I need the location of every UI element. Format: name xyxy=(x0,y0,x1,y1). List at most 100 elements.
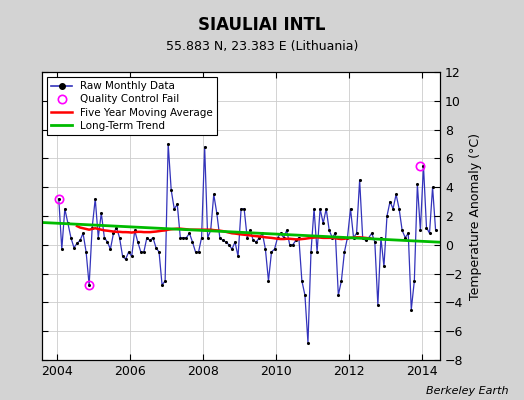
Point xyxy=(380,263,388,270)
Legend: Raw Monthly Data, Quality Control Fail, Five Year Moving Average, Long-Term Tren: Raw Monthly Data, Quality Control Fail, … xyxy=(47,77,217,135)
Point xyxy=(213,210,221,216)
Point xyxy=(249,237,257,244)
Point xyxy=(343,234,352,241)
Point xyxy=(337,278,346,284)
Point xyxy=(115,234,124,241)
Point xyxy=(188,239,196,245)
Point xyxy=(94,234,103,241)
Point xyxy=(350,234,358,241)
Point xyxy=(182,234,191,241)
Point xyxy=(100,234,108,241)
Point xyxy=(134,239,142,245)
Point xyxy=(185,230,194,236)
Point xyxy=(118,253,127,260)
Point xyxy=(152,244,160,251)
Point xyxy=(88,224,96,231)
Point xyxy=(243,234,252,241)
Point xyxy=(429,184,437,190)
Point xyxy=(313,249,321,255)
Point xyxy=(419,162,428,169)
Point xyxy=(252,239,260,245)
Point xyxy=(76,237,84,244)
Point xyxy=(270,246,279,252)
Text: 55.883 N, 23.383 E (Lithuania): 55.883 N, 23.383 E (Lithuania) xyxy=(166,40,358,53)
Point xyxy=(97,210,105,216)
Point xyxy=(237,206,245,212)
Point xyxy=(258,230,267,236)
Point xyxy=(298,278,306,284)
Point xyxy=(255,234,264,241)
Point xyxy=(304,340,312,346)
Point xyxy=(292,237,300,244)
Point xyxy=(267,249,276,255)
Point xyxy=(206,227,215,234)
Point xyxy=(73,240,81,246)
Point xyxy=(401,234,409,241)
Point xyxy=(352,230,361,236)
Point xyxy=(194,249,203,255)
Point xyxy=(331,230,340,236)
Point xyxy=(130,227,139,234)
Point xyxy=(358,234,367,241)
Point xyxy=(179,234,188,241)
Point xyxy=(307,249,315,255)
Point xyxy=(67,234,75,241)
Point xyxy=(61,206,69,212)
Point xyxy=(261,246,269,252)
Point xyxy=(346,206,355,212)
Point xyxy=(103,239,112,245)
Point xyxy=(246,227,255,234)
Point xyxy=(416,227,424,234)
Point xyxy=(240,206,248,212)
Point xyxy=(110,230,118,236)
Point xyxy=(310,206,318,212)
Point xyxy=(334,292,343,298)
Point xyxy=(374,302,382,308)
Y-axis label: Temperature Anomaly (°C): Temperature Anomaly (°C) xyxy=(469,132,482,300)
Point xyxy=(355,177,364,183)
Point xyxy=(79,230,88,236)
Point xyxy=(362,237,370,244)
Point xyxy=(410,278,419,284)
Point xyxy=(328,234,336,241)
Point xyxy=(143,234,151,241)
Point xyxy=(282,227,291,234)
Point xyxy=(215,234,224,241)
Point xyxy=(395,206,403,212)
Point xyxy=(198,234,206,241)
Point xyxy=(234,253,242,260)
Point xyxy=(422,224,431,231)
Point xyxy=(203,234,212,241)
Point xyxy=(210,191,218,198)
Point xyxy=(127,253,136,260)
Point xyxy=(158,282,166,288)
Text: SIAULIAI INTL: SIAULIAI INTL xyxy=(198,16,326,34)
Point xyxy=(164,141,172,147)
Point xyxy=(392,191,400,198)
Point xyxy=(82,249,90,255)
Point xyxy=(191,249,200,255)
Point xyxy=(301,292,309,298)
Point xyxy=(167,187,176,193)
Point xyxy=(228,246,236,252)
Point xyxy=(368,230,376,236)
Point xyxy=(383,213,391,219)
Point xyxy=(431,227,440,234)
Point xyxy=(286,242,294,248)
Point xyxy=(149,234,157,241)
Point xyxy=(277,230,285,236)
Point xyxy=(289,242,297,248)
Point xyxy=(264,278,272,284)
Point xyxy=(201,144,209,150)
Point xyxy=(231,239,239,245)
Point xyxy=(112,224,121,231)
Point xyxy=(173,201,181,208)
Point xyxy=(319,220,328,226)
Point xyxy=(85,282,93,288)
Point xyxy=(386,198,394,205)
Point xyxy=(340,249,348,255)
Point xyxy=(279,234,288,241)
Point xyxy=(106,246,115,252)
Point xyxy=(222,239,230,245)
Point xyxy=(325,227,333,234)
